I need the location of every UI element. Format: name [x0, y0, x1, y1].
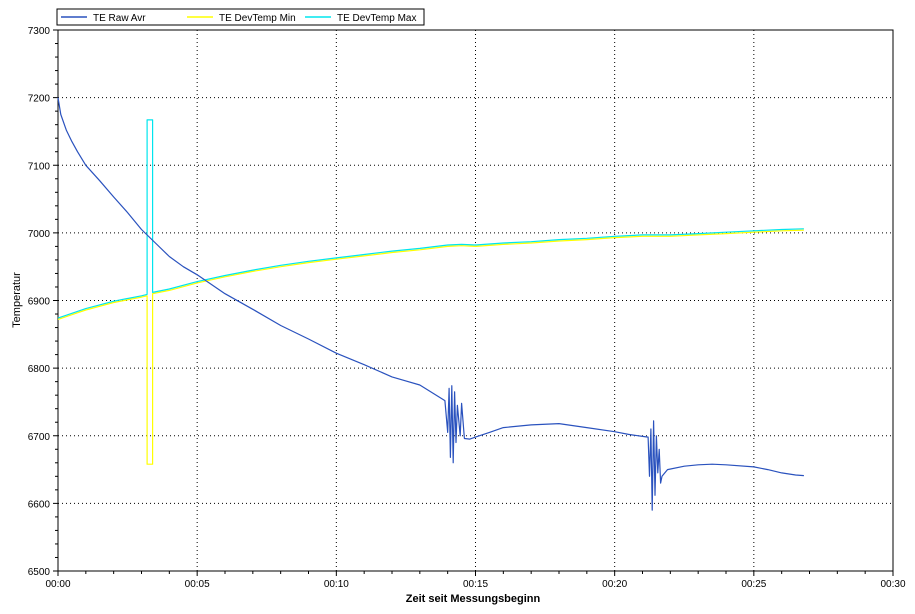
y-tick-label: 6800 [28, 364, 51, 375]
legend-label: TE DevTemp Min [219, 13, 296, 24]
x-tick-label: 00:10 [324, 579, 349, 590]
legend-label: TE Raw Avr [93, 13, 146, 24]
x-axis-ticks: 00:00 00:05 00:10 00:15 00:20 00:25 00:30 [45, 579, 905, 590]
plot-area [58, 30, 893, 571]
y-tick-label: 6700 [28, 432, 51, 443]
x-tick-label: 00:15 [463, 579, 488, 590]
y-axis-label: Temperatur [11, 272, 23, 328]
y-tick-label: 6600 [28, 499, 51, 510]
x-tick-label: 00:00 [45, 579, 70, 590]
x-tick-label: 00:05 [185, 579, 210, 590]
y-tick-label: 7300 [28, 26, 51, 37]
plot-frame [58, 30, 893, 571]
x-tick-label: 00:25 [741, 579, 766, 590]
x-tick-label: 00:20 [602, 579, 627, 590]
y-tick-label: 7100 [28, 161, 51, 172]
legend[interactable]: TE Raw Avr TE DevTemp Min TE DevTemp Max [57, 9, 424, 25]
y-axis-ticks: 6500 6600 6700 6800 6900 7000 7100 7200 7300 [28, 26, 51, 578]
x-tick-label: 00:30 [880, 579, 905, 590]
y-tick-label: 6900 [28, 297, 51, 308]
y-tick-label: 7000 [28, 229, 51, 240]
x-axis-label: Zeit seit Messungsbeginn [406, 593, 541, 605]
y-tick-label: 7200 [28, 94, 51, 105]
legend-label: TE DevTemp Max [337, 13, 416, 24]
y-tick-label: 6500 [28, 567, 51, 578]
